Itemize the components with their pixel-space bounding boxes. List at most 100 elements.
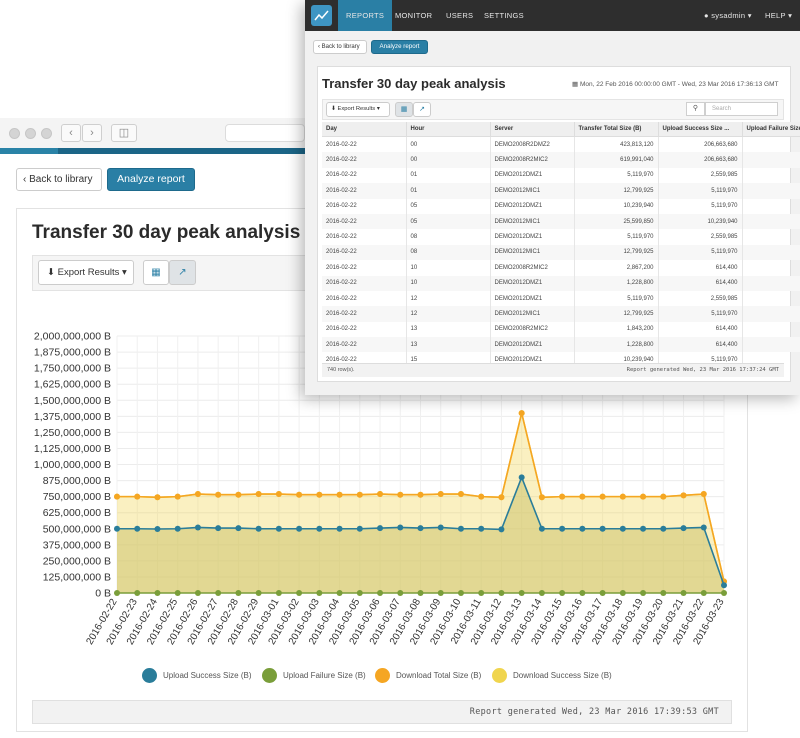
column-header[interactable]: Upload Success Size ...	[658, 122, 743, 137]
table-row[interactable]: 2016-02-22 01 DEMO2012MIC1 12,799,925 5,119,…	[322, 183, 800, 199]
sidebar-toggle-icon[interactable]: ◫	[111, 124, 137, 142]
column-header[interactable]: Day	[322, 122, 407, 137]
table-cell: 08	[406, 229, 491, 245]
table-cell: 5,119,970	[658, 306, 743, 322]
table-row[interactable]: 2016-02-22 08 DEMO2012DMZ1 5,119,970 2,559,9…	[322, 229, 800, 245]
data-point	[478, 493, 485, 500]
table-cell: DEMO2012DMZ1	[490, 198, 575, 214]
analyze-report-button[interactable]: Analyze report	[107, 168, 195, 191]
table-cell: DEMO2008R2DMZ2	[490, 136, 575, 153]
table-cell: DEMO2012DMZ1	[490, 229, 575, 245]
help-menu[interactable]: HELP ▾	[765, 0, 792, 31]
user-icon: ●	[704, 11, 709, 20]
data-point	[721, 590, 727, 596]
table-cell: 10,239,940	[574, 198, 659, 214]
table-row[interactable]: 2016-02-22 00 DEMO2008R2DMZ2 423,813,120 206…	[322, 136, 800, 153]
table-row[interactable]: 2016-02-22 15 DEMO2012DMZ1 10,239,940 5,119,…	[322, 352, 800, 364]
y-tick-label: 125,000,000 B	[43, 571, 111, 583]
nav-monitor[interactable]: MONITOR	[395, 11, 433, 20]
chart-view-icon[interactable]: ↗	[169, 260, 196, 285]
top-nav: REPORTS MONITOR USERS SETTINGS ● sysadmi…	[305, 0, 800, 31]
data-point	[538, 525, 545, 532]
data-point	[174, 493, 181, 500]
data-point	[457, 525, 464, 532]
table-row[interactable]: 2016-02-22 00 DEMO2008R2MIC2 619,991,040 206…	[322, 152, 800, 168]
table-view-icon[interactable]: ▦	[395, 102, 413, 117]
table-cell: 2016-02-22	[322, 213, 407, 230]
table-footer: 740 row(s). Report generated Wed, 23 Mar…	[322, 363, 784, 377]
column-header[interactable]: Server	[490, 122, 575, 137]
back-to-library-button[interactable]: ‹ Back to library	[313, 40, 367, 54]
table-cell: 01	[406, 167, 491, 184]
table-view-icon[interactable]: ▦	[143, 260, 169, 285]
table-cell: 05	[406, 198, 491, 214]
table-row[interactable]: 2016-02-22 10 DEMO2012DMZ1 1,228,800 614,400	[322, 275, 800, 291]
app-logo-icon[interactable]	[311, 5, 332, 26]
data-point	[518, 474, 525, 481]
table-cell	[742, 290, 800, 307]
nav-users[interactable]: USERS	[446, 11, 474, 20]
data-point	[498, 526, 505, 533]
table-cell	[742, 244, 800, 261]
nav-reports[interactable]: REPORTS	[338, 0, 393, 31]
data-point	[559, 525, 566, 532]
table-cell: DEMO2008R2MIC2	[490, 152, 575, 168]
search-icon[interactable]: ⚲	[686, 102, 705, 116]
table-row[interactable]: 2016-02-22 05 DEMO2012DMZ1 10,239,940 5,119,…	[322, 198, 800, 214]
table-cell: 1,228,800	[574, 337, 659, 353]
table-row[interactable]: 2016-02-22 13 DEMO2008R2MIC2 1,843,200 614,4…	[322, 321, 800, 338]
search-input[interactable]: Search	[705, 102, 778, 116]
address-bar[interactable]	[225, 124, 305, 142]
export-results-button[interactable]: ⬇ Export Results ▾	[38, 260, 134, 285]
table-row[interactable]: 2016-02-22 13 DEMO2012DMZ1 1,228,800 614,400	[322, 337, 800, 353]
data-point	[215, 590, 222, 596]
data-point	[619, 590, 626, 596]
report-title: Transfer 30 day peak analysis	[32, 222, 301, 243]
table-cell: 206,663,680	[658, 136, 743, 153]
close-window-icon[interactable]	[9, 128, 20, 139]
back-to-library-label: Back to library	[321, 44, 360, 50]
data-point	[640, 590, 647, 596]
column-header[interactable]: Hour	[406, 122, 491, 137]
legend-label: Upload Success Size (B)	[163, 671, 252, 680]
y-tick-label: 375,000,000 B	[43, 539, 111, 551]
y-tick-label: 250,000,000 B	[43, 555, 111, 567]
column-header[interactable]: Upload Failure Size ...	[742, 122, 800, 137]
data-point	[437, 491, 444, 498]
analyze-report-button[interactable]: Analyze report	[371, 40, 428, 54]
table-cell: 5,119,970	[658, 183, 743, 199]
table-cell: 1,228,800	[574, 275, 659, 291]
y-tick-label: 2,000,000,000 B	[34, 331, 111, 343]
back-to-library-button[interactable]: ‹ Back to library	[16, 168, 102, 191]
user-menu[interactable]: ● sysadmin ▾	[704, 0, 752, 31]
table-cell: DEMO2012MIC1	[490, 306, 575, 322]
zoom-window-icon[interactable]	[41, 128, 52, 139]
legend-swatch	[375, 668, 390, 683]
y-tick-label: 1,250,000,000 B	[34, 427, 111, 439]
table-row[interactable]: 2016-02-22 01 DEMO2012DMZ1 5,119,970 2,559,9…	[322, 167, 800, 184]
area-chart: 0 B 125,000,000 B 250,000,000 B 375,000,000…	[34, 331, 727, 647]
results-table-viewport[interactable]: Day Hour Server Transfer Total Size (B) Uplo…	[322, 122, 800, 364]
y-tick-label: 1,625,000,000 B	[34, 379, 111, 391]
table-cell: 1,843,200	[574, 321, 659, 338]
table-cell: 12,799,925	[574, 306, 659, 322]
data-point	[559, 590, 566, 596]
table-row[interactable]: 2016-02-22 12 DEMO2012MIC1 12,799,925 5,119,…	[322, 306, 800, 322]
table-row[interactable]: 2016-02-22 10 DEMO2008R2MIC2 2,867,200 614,4…	[322, 260, 800, 276]
table-row[interactable]: 2016-02-22 12 DEMO2012DMZ1 5,119,970 2,559,9…	[322, 290, 800, 307]
y-tick-label: 625,000,000 B	[43, 507, 111, 519]
nav-settings[interactable]: SETTINGS	[484, 11, 524, 20]
table-cell: DEMO2008R2MIC2	[490, 260, 575, 276]
data-point	[680, 525, 687, 532]
data-point	[114, 590, 120, 596]
browser-forward-icon[interactable]: ›	[82, 124, 102, 142]
table-row[interactable]: 2016-02-22 05 DEMO2012MIC1 25,599,850 10,239…	[322, 213, 800, 230]
data-point	[377, 525, 384, 532]
table-cell: DEMO2012MIC1	[490, 244, 575, 261]
browser-back-icon[interactable]: ‹	[61, 124, 81, 142]
chart-view-icon[interactable]: ↗	[413, 102, 431, 117]
column-header[interactable]: Transfer Total Size (B)	[574, 122, 659, 137]
export-results-button[interactable]: ⬇ Export Results ▾	[326, 102, 390, 117]
minimize-window-icon[interactable]	[25, 128, 36, 139]
table-row[interactable]: 2016-02-22 08 DEMO2012MIC1 12,799,925 5,119,…	[322, 244, 800, 261]
